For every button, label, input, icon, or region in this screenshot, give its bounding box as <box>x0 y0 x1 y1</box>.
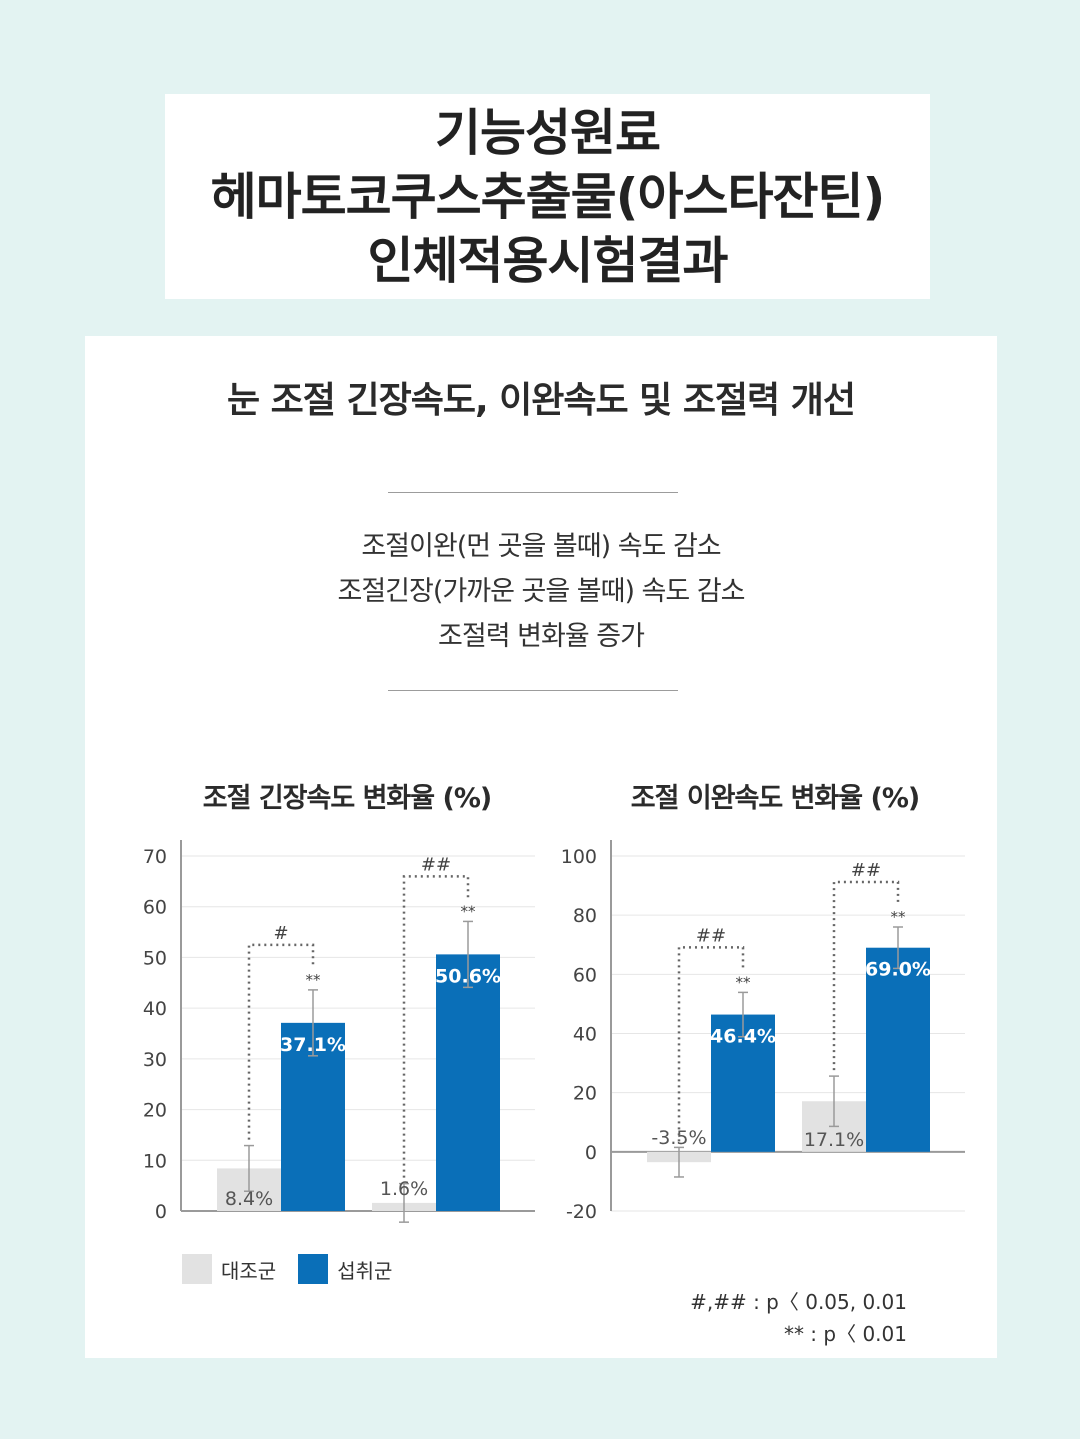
y-tick-label: 40 <box>573 1024 597 1046</box>
summary-line-3: 조절력 변화율 증가 <box>438 621 645 652</box>
bar-value-label: 46.4% <box>710 1026 776 1048</box>
significance-hash: ## <box>851 860 881 881</box>
significance-hash: # <box>273 923 288 944</box>
legend-swatch-control <box>182 1254 212 1284</box>
legend-swatch-intake <box>298 1254 329 1284</box>
chart-2-title: 조절 이완속도 변화율 (%) <box>630 783 921 814</box>
y-tick-label: 50 <box>143 947 167 969</box>
bar-intake <box>866 947 930 1152</box>
bar-value-label: -3.5% <box>651 1127 706 1149</box>
footnote-star: ** : p〈 0.01 <box>783 1322 907 1346</box>
significance-hash: ## <box>696 925 726 946</box>
significance-bracket <box>247 943 315 1140</box>
chart-1-title: 조절 긴장속도 변화율 (%) <box>202 783 493 814</box>
title-line-3: 인체적용시험결과 <box>367 231 729 290</box>
bar-value-label: 8.4% <box>225 1188 273 1210</box>
legend: 대조군 섭취군 <box>182 1254 414 1284</box>
y-tick-label: 20 <box>573 1083 597 1105</box>
bottom-divider <box>388 690 678 691</box>
significance-star: ** <box>306 971 322 989</box>
y-tick-label: 40 <box>143 998 167 1020</box>
bar-value-label: 50.6% <box>435 965 501 987</box>
summary-line-2: 조절긴장(가까운 곳을 볼때) 속도 감소 <box>337 576 746 607</box>
significance-star: ** <box>461 902 477 920</box>
y-tick-label: -20 <box>566 1201 597 1223</box>
legend-label-control: 대조군 <box>221 1258 277 1283</box>
bar-value-label: 1.6% <box>380 1178 428 1200</box>
y-tick-label: 0 <box>585 1142 597 1164</box>
y-tick-label: 100 <box>561 846 597 868</box>
y-tick-label: 60 <box>573 964 597 986</box>
bar-value-label: 69.0% <box>865 959 931 981</box>
top-divider <box>388 492 678 493</box>
y-tick-label: 60 <box>143 897 167 919</box>
summary-line-1: 조절이완(먼 곳을 볼때) 속도 감소 <box>361 531 721 562</box>
bar-intake <box>436 954 500 1211</box>
result-card: 눈 조절 긴장속도, 이완속도 및 조절력 개선 조절이완(먼 곳을 볼때) 속… <box>85 336 997 1358</box>
significance-hash: ## <box>421 854 451 875</box>
title-line-1: 기능성원료 <box>435 103 661 162</box>
bar-value-label: 37.1% <box>280 1034 346 1056</box>
significance-bracket <box>677 946 745 1142</box>
significance-star: ** <box>891 908 907 926</box>
y-tick-label: 0 <box>155 1201 167 1223</box>
legend-label-intake: 섭취군 <box>337 1258 393 1283</box>
bar-value-label: 17.1% <box>804 1129 864 1151</box>
card-heading: 눈 조절 긴장속도, 이완속도 및 조절력 개선 <box>227 380 856 421</box>
significance-star: ** <box>736 973 752 991</box>
y-tick-label: 80 <box>573 905 597 927</box>
summary-list: 조절이완(먼 곳을 볼때) 속도 감소 조절긴장(가까운 곳을 볼때) 속도 감… <box>85 524 997 659</box>
y-tick-label: 10 <box>143 1150 167 1172</box>
title-banner: 기능성원료 헤마토코쿠스추출물(아스타잔틴) 인체적용시험결과 <box>165 94 930 299</box>
title-line-2: 헤마토코쿠스추출물(아스타잔틴) <box>210 167 886 226</box>
y-tick-label: 20 <box>143 1100 167 1122</box>
significance-bracket <box>402 875 470 1178</box>
y-tick-label: 30 <box>143 1049 167 1071</box>
footnote-hash: #,## : p〈 0.05, 0.01 <box>690 1290 907 1314</box>
y-tick-label: 70 <box>143 846 167 868</box>
